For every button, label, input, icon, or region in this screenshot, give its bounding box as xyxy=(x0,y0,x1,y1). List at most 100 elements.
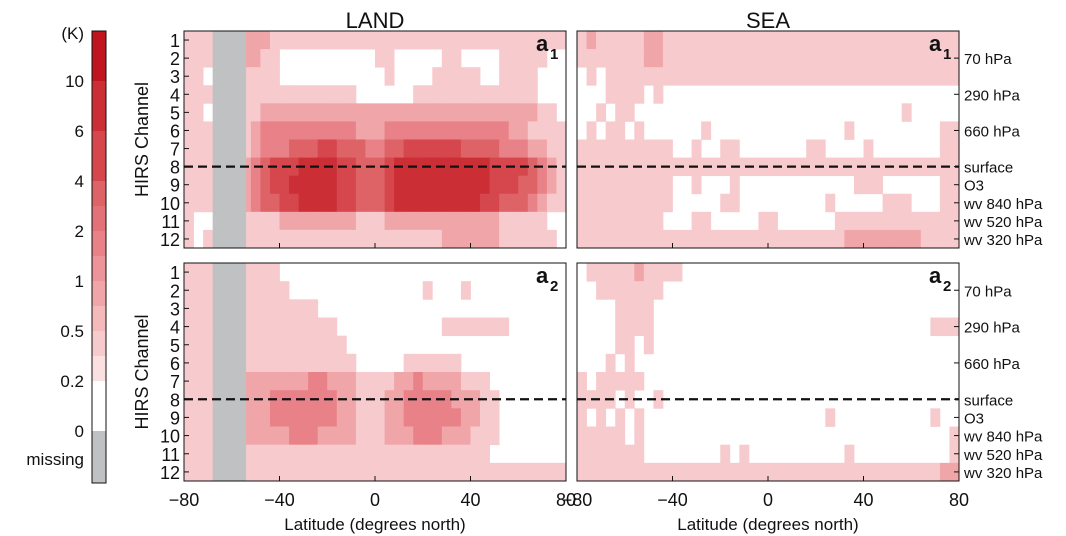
heatmap-cell xyxy=(394,121,405,140)
heatmap-cell xyxy=(796,229,807,249)
heatmap-cell xyxy=(451,121,462,140)
colorbar-swatch xyxy=(92,281,106,306)
heatmap-cell xyxy=(241,49,252,68)
heatmap-cell xyxy=(269,67,280,86)
heatmap-cell xyxy=(615,281,626,300)
heatmap-cell xyxy=(470,31,481,50)
heatmap-cell xyxy=(260,390,271,409)
heatmap-cell xyxy=(634,299,645,318)
heatmap-cell xyxy=(624,49,635,68)
heatmap-cell xyxy=(691,139,702,158)
heatmap-cell xyxy=(586,67,597,86)
heatmap-cell xyxy=(556,139,567,158)
heatmap-cell xyxy=(939,175,950,195)
heatmap-cell xyxy=(939,462,950,482)
heatmap-cell xyxy=(260,49,271,68)
heatmap-cell xyxy=(403,372,414,391)
x-tick-label: −80 xyxy=(562,490,593,510)
heatmap-cell xyxy=(596,408,607,427)
colorbar-swatch xyxy=(92,31,106,81)
heatmap-cell xyxy=(432,444,443,464)
heatmap-cell xyxy=(365,31,376,50)
x-tick-label: −40 xyxy=(657,490,688,510)
heatmap-cell xyxy=(489,426,500,446)
channel-description-label: wv 840 hPa xyxy=(963,429,1043,446)
heatmap-cell xyxy=(260,281,271,300)
heatmap-cell xyxy=(346,193,357,213)
heatmap-cell xyxy=(701,49,712,68)
heatmap-cell xyxy=(308,408,319,427)
heatmap-cell xyxy=(911,462,922,482)
x-axis-label: Latitude (degrees north) xyxy=(677,515,858,534)
heatmap-cell xyxy=(787,31,798,50)
heatmap-cell xyxy=(499,157,510,177)
heatmap-cell xyxy=(777,67,788,86)
heatmap-cell xyxy=(615,193,626,213)
channel-description-label: wv 840 hPa xyxy=(963,196,1043,213)
heatmap-cell xyxy=(451,408,462,427)
colorbar-tick-label: 10 xyxy=(65,72,84,91)
channel-description-label: 660 hPa xyxy=(964,356,1021,373)
heatmap-cell xyxy=(193,281,204,300)
heatmap-cell xyxy=(615,335,626,355)
panel-tag-subscript: 2 xyxy=(943,278,951,295)
heatmap-cell xyxy=(939,139,950,158)
heatmap-cell xyxy=(489,85,500,104)
heatmap-cell xyxy=(269,121,280,140)
channel-number-label: 11 xyxy=(161,212,180,232)
heatmap-cell xyxy=(739,67,750,86)
heatmap-cell xyxy=(346,462,357,482)
heatmap-cell xyxy=(451,85,462,104)
heatmap-cell xyxy=(480,408,490,427)
heatmap-cell xyxy=(413,390,424,409)
heatmap-cell xyxy=(394,462,405,482)
heatmap-cell xyxy=(787,67,798,86)
heatmap-cell xyxy=(269,281,280,300)
heatmap-cell xyxy=(615,408,626,427)
heatmap-cell xyxy=(863,139,874,158)
heatmap-cell xyxy=(634,263,645,282)
heatmap-cell xyxy=(825,229,836,249)
heatmap-cell xyxy=(615,121,626,140)
heatmap-cell xyxy=(394,139,405,158)
colorbar-tick-label: missing xyxy=(26,450,84,469)
heatmap-cell xyxy=(241,353,252,373)
heatmap-cell xyxy=(853,211,864,231)
heatmap-cell xyxy=(203,139,214,158)
heatmap-cell xyxy=(499,193,510,213)
heatmap-cell xyxy=(422,426,433,446)
heatmap-cell xyxy=(662,263,673,282)
heatmap-cell xyxy=(499,31,510,50)
heatmap-cell xyxy=(451,175,462,195)
heatmap-cell xyxy=(720,49,731,68)
heatmap-cell xyxy=(394,193,405,213)
heatmap-cell xyxy=(577,229,587,249)
heatmap-cell xyxy=(729,139,740,158)
heatmap-cell xyxy=(825,31,836,50)
heatmap-cell xyxy=(806,31,817,50)
heatmap-cell xyxy=(508,139,519,158)
heatmap-cell xyxy=(518,139,529,158)
heatmap-cell xyxy=(432,408,443,427)
heatmap-cell xyxy=(556,193,567,213)
heatmap-cell xyxy=(892,67,903,86)
heatmap-cell xyxy=(441,139,452,158)
heatmap-cell xyxy=(777,462,788,482)
heatmap-cell xyxy=(346,408,357,427)
colorbar-swatch xyxy=(92,381,106,431)
x-tick-label: 40 xyxy=(853,490,873,510)
heatmap-cell xyxy=(930,317,941,337)
heatmap-cell xyxy=(624,281,635,300)
heatmap-cell xyxy=(470,372,481,391)
heatmap-cell xyxy=(470,444,481,464)
heatmap-cell xyxy=(605,444,616,464)
heatmap-cell xyxy=(203,49,214,68)
heatmap-cell xyxy=(375,462,385,482)
heatmap-cell xyxy=(394,175,405,195)
heatmap-cell xyxy=(327,408,338,427)
heatmap-cell xyxy=(441,103,452,122)
heatmap-cell xyxy=(308,444,319,464)
heatmap-cell xyxy=(527,462,538,482)
heatmap-cell xyxy=(624,211,635,231)
heatmap-cell xyxy=(460,67,471,86)
